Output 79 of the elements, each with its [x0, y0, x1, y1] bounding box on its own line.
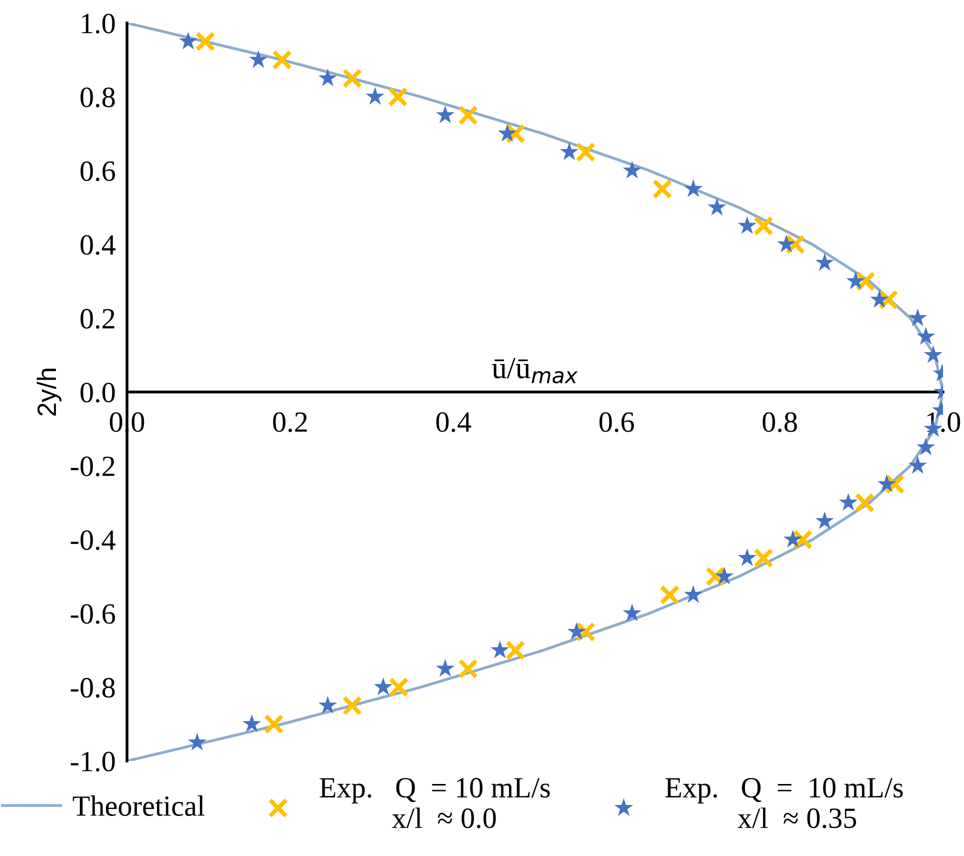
point [458, 658, 478, 679]
point [753, 216, 774, 236]
point [388, 677, 409, 698]
point [318, 696, 338, 714]
point [855, 271, 876, 292]
point [490, 640, 510, 658]
legend-label: Exp. Q = 10 mL/s x/l ≈ 0.0 [320, 778, 550, 828]
legend-label: Theoretical [72, 795, 205, 816]
point [877, 474, 896, 492]
point [784, 530, 802, 548]
point [505, 124, 526, 144]
point [738, 216, 756, 234]
x-tick-label: 0.2 [273, 412, 307, 432]
point [854, 492, 875, 513]
x-tick-label: 0.8 [762, 412, 797, 432]
point [785, 234, 806, 254]
y-tick-label: -0.2 [70, 456, 114, 476]
point [436, 658, 455, 677]
point [560, 142, 579, 160]
point [342, 696, 362, 716]
point [884, 474, 905, 494]
x-tick-label: 0.6 [599, 412, 634, 432]
point [839, 492, 858, 511]
point [374, 677, 393, 696]
point [908, 456, 928, 474]
point [178, 32, 198, 50]
point [249, 50, 268, 68]
point [708, 198, 726, 216]
point [576, 622, 596, 642]
point [792, 530, 813, 550]
point [318, 68, 338, 86]
point [342, 68, 362, 88]
y-tick-label: 0.6 [80, 161, 116, 182]
point [505, 640, 526, 660]
point [908, 308, 928, 326]
point [660, 584, 680, 605]
point [388, 86, 408, 107]
y-tick-label: -1.0 [70, 752, 115, 772]
point [738, 548, 756, 566]
point [815, 511, 834, 530]
y-tick-label: 0.8 [80, 88, 115, 108]
point [652, 179, 672, 200]
y-axis-title: 2y/h [36, 368, 62, 416]
point [684, 179, 703, 197]
point [622, 160, 642, 179]
point [924, 345, 943, 364]
point [436, 105, 455, 124]
point [815, 253, 834, 271]
point [272, 50, 292, 70]
point [458, 105, 478, 126]
y-tick-label: -0.6 [70, 604, 116, 624]
x-tick-label: 0.4 [436, 412, 472, 432]
point [870, 290, 889, 308]
point [576, 142, 596, 162]
y-tick-label: 1.0 [82, 14, 115, 34]
y-tick-label: 0.2 [80, 308, 114, 329]
point [916, 438, 936, 456]
x-axis-title: ū/ū$_{max}$ [492, 358, 578, 384]
point [567, 622, 586, 640]
point [242, 714, 262, 732]
point [684, 585, 703, 603]
point [878, 290, 898, 310]
point [705, 566, 726, 587]
legend-label: Exp. Q = 10 mL/s x/l ≈ 0.35 [665, 778, 903, 828]
point [916, 326, 936, 345]
point [753, 548, 774, 568]
point [714, 566, 734, 584]
point [188, 732, 207, 750]
point [366, 86, 384, 105]
point [195, 31, 216, 52]
y-tick-label: -0.8 [70, 678, 115, 698]
point [846, 271, 866, 290]
point [498, 124, 517, 142]
y-tick-label: -0.4 [70, 530, 116, 550]
y-tick-label: 0.4 [80, 235, 116, 255]
point [776, 234, 796, 252]
point [264, 714, 284, 734]
y-tick-label: 0.0 [80, 382, 115, 403]
point [622, 604, 642, 622]
